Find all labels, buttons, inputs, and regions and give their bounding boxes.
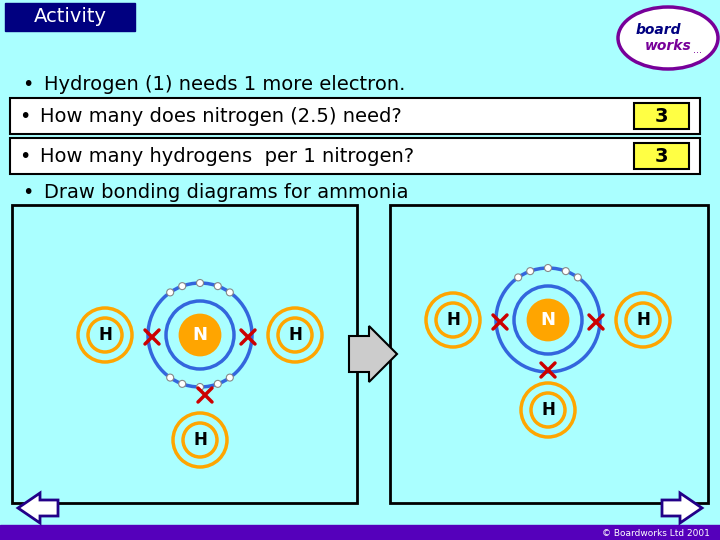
Text: How many hydrogens  per 1 nitrogen?: How many hydrogens per 1 nitrogen? [40,146,414,165]
Text: N: N [541,311,556,329]
Circle shape [215,380,221,387]
Bar [634,143,689,169]
Circle shape [527,268,534,275]
Text: H: H [446,311,460,329]
Circle shape [197,280,204,287]
Circle shape [544,265,552,272]
Circle shape [179,282,186,289]
Text: 3: 3 [654,106,667,125]
Circle shape [197,383,204,390]
Text: board: board [635,23,680,37]
Text: H: H [636,311,650,329]
Circle shape [575,274,581,281]
Text: •: • [22,75,34,93]
Polygon shape [349,326,397,382]
Text: H: H [288,326,302,344]
Bar [12,205,357,503]
Circle shape [179,380,186,387]
Text: •: • [19,146,31,165]
Text: ...: ... [693,45,701,55]
Circle shape [166,374,174,381]
Text: © Boardworks Ltd 2001: © Boardworks Ltd 2001 [602,529,710,537]
Bar [5,3,135,31]
Text: H: H [193,431,207,449]
Text: Draw bonding diagrams for ammonia: Draw bonding diagrams for ammonia [44,183,408,201]
Text: works: works [644,39,691,53]
Bar [634,103,689,129]
Circle shape [226,289,233,296]
Circle shape [215,282,221,289]
Text: H: H [541,401,555,419]
Bar [390,205,708,503]
Circle shape [562,268,570,275]
Bar [10,138,700,174]
Circle shape [528,300,568,340]
Bar [10,98,700,134]
Text: N: N [192,326,207,344]
Circle shape [226,374,233,381]
Text: •: • [19,106,31,125]
Circle shape [166,289,174,296]
Circle shape [180,315,220,355]
Bar [0,525,720,540]
Text: •: • [22,183,34,201]
Text: Hydrogen (1) needs 1 more electron.: Hydrogen (1) needs 1 more electron. [44,75,405,93]
Ellipse shape [618,7,718,69]
Circle shape [515,274,522,281]
Polygon shape [18,493,58,523]
Text: Activity: Activity [34,8,107,26]
Text: H: H [98,326,112,344]
Polygon shape [662,493,702,523]
Text: 3: 3 [654,146,667,165]
Text: How many does nitrogen (2.5) need?: How many does nitrogen (2.5) need? [40,106,402,125]
